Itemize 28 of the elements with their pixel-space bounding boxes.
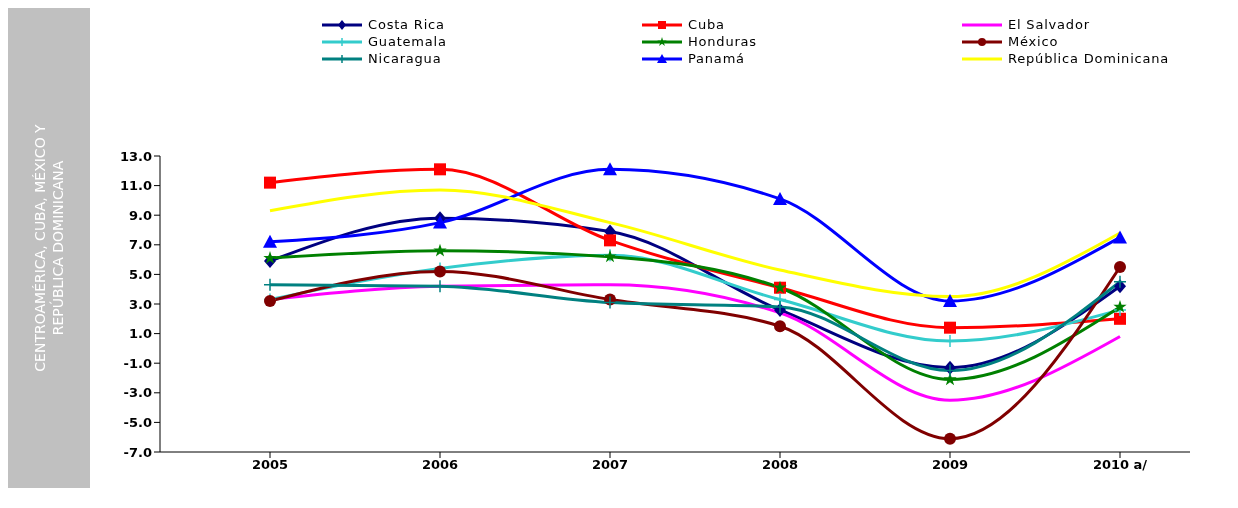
y-tick-label: 1.0 (128, 326, 152, 342)
x-tick-label: 2008 (761, 457, 799, 473)
x-tick-label: 2007 (591, 457, 629, 473)
x-tick-label: 2006 (421, 457, 459, 473)
y-tick-label: 7.0 (128, 237, 152, 253)
legend-label: Honduras (688, 34, 757, 49)
x-tick-label: 2005 (251, 457, 289, 473)
y-tick-label: -3.0 (123, 385, 152, 401)
legend-label: Cuba (688, 17, 725, 32)
legend-label: México (1008, 34, 1059, 49)
y-tick-label: 11.0 (119, 178, 152, 194)
legend-label: Guatemala (368, 34, 447, 49)
legend-label: Panamá (688, 51, 745, 66)
legend-label: El Salvador (1008, 17, 1090, 32)
y-tick-label: 5.0 (128, 267, 152, 283)
y-axis-title: CENTROAMÉRICA, CUBA, MÉXICO Y REPÚBLICA DOMINICANA (31, 123, 67, 374)
y-tick-label: -7.0 (123, 444, 152, 460)
x-tick-label: 2009 (931, 457, 969, 473)
legend-label: Costa Rica (368, 17, 445, 32)
legend-label: Nicaragua (368, 51, 442, 66)
y-tick-label: -5.0 (123, 415, 152, 431)
legend-label: República Dominicana (1008, 51, 1170, 66)
y-tick-label: 9.0 (128, 207, 152, 223)
y-tick-label: 13.0 (119, 148, 152, 164)
y-tick-label: -1.0 (123, 355, 152, 371)
label-panel: CENTROAMÉRICA, CUBA, MÉXICO Y REPÚBLICA DOMINICANA (8, 8, 90, 488)
x-tick-label: 2010 a/ (1092, 457, 1148, 473)
y-tick-label: 3.0 (128, 296, 152, 312)
